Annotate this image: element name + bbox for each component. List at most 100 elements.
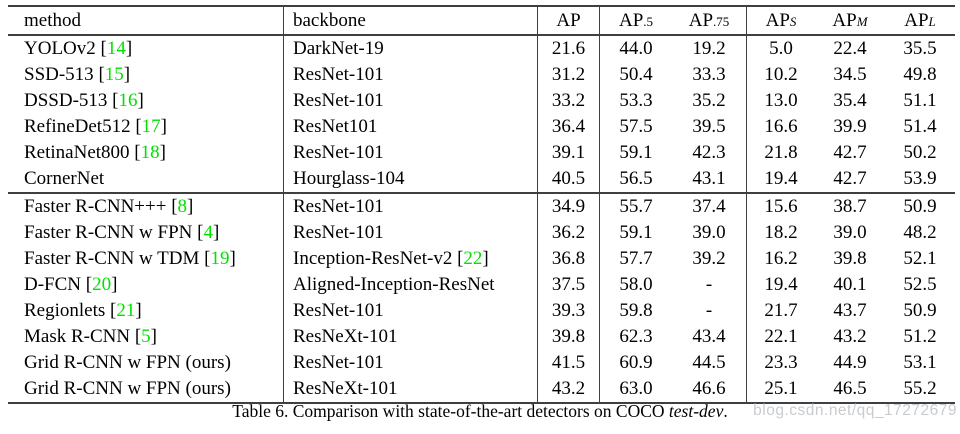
metric-label: AP bbox=[556, 9, 581, 31]
value-cell: 22.4 bbox=[833, 38, 867, 59]
method-cell: Faster R-CNN w TDM [19] bbox=[8, 246, 283, 272]
method-name: RefineDet512 bbox=[24, 116, 131, 137]
header-method-cell: method bbox=[24, 9, 81, 31]
method-name: RetinaNet800 bbox=[24, 142, 130, 163]
value-cell: 50.9 bbox=[903, 300, 937, 321]
backbone-cell: ResNet-101 bbox=[283, 350, 537, 376]
backbone-name: ResNet-101 bbox=[293, 222, 384, 243]
backbone-name: ResNet-101 bbox=[293, 352, 384, 373]
value-cell: 35.2 bbox=[692, 90, 726, 111]
table-row: Faster R-CNN+++ [8] ResNet-101 34.9 55.7 37.… bbox=[8, 194, 955, 220]
results-table: method backbone AP AP .5 AP .75 AP S AP M AP L YOLOv… bbox=[8, 5, 955, 404]
value-cell: 53.9 bbox=[903, 168, 937, 189]
value-cell: 39.0 bbox=[833, 222, 867, 243]
header-metric-cell: AP S bbox=[746, 7, 815, 34]
value-cell: 34.5 bbox=[833, 64, 867, 85]
method-name: DSSD-513 bbox=[24, 90, 108, 111]
value-cell: 33.3 bbox=[692, 64, 726, 85]
backbone-cell: DarkNet-19 bbox=[283, 36, 537, 62]
ref-bracket: [ bbox=[93, 64, 105, 85]
value-cell: 36.2 bbox=[537, 220, 599, 246]
ref-bracket: ] bbox=[123, 64, 131, 85]
backbone-cell: ResNet-101 bbox=[283, 298, 537, 324]
table-row: Regionlets [21] ResNet-101 39.3 59.8 - 21.7 43… bbox=[8, 298, 955, 324]
value-cell: 21.7 bbox=[746, 298, 815, 324]
reference-number: 22 bbox=[463, 248, 483, 269]
reference-number: 17 bbox=[141, 116, 161, 137]
value-cell: 13.0 bbox=[746, 88, 815, 114]
value-cell: 43.1 bbox=[692, 168, 726, 189]
ref-bracket: [ bbox=[166, 196, 178, 217]
value-cell: 53.3 bbox=[599, 88, 672, 114]
ref-bracket: [ bbox=[130, 326, 142, 347]
method-cell: RefineDet512 [17] bbox=[8, 114, 283, 140]
value-cell: 21.6 bbox=[537, 36, 599, 62]
method-cell: YOLOv2 [14] bbox=[8, 36, 283, 62]
method-cell: Regionlets [21] bbox=[8, 298, 283, 324]
backbone-name: Aligned-Inception-ResNet bbox=[293, 274, 495, 295]
header-metric-cell: AP .75 bbox=[688, 9, 730, 31]
value-cell: 41.5 bbox=[537, 350, 599, 376]
value-cell: 37.4 bbox=[692, 196, 726, 217]
value-cell: 36.8 bbox=[537, 246, 599, 272]
value-cell: 42.7 bbox=[833, 168, 867, 189]
method-name: YOLOv2 bbox=[24, 38, 96, 59]
ref-bracket: ] bbox=[160, 116, 167, 137]
backbone-name: ResNet-101 bbox=[293, 300, 384, 321]
header-metric-cell: AP .5 bbox=[599, 7, 672, 34]
value-cell: 35.4 bbox=[833, 90, 867, 111]
ref-bracket: [ bbox=[105, 300, 117, 321]
value-cell: 36.4 bbox=[537, 114, 599, 140]
value-cell: 34.9 bbox=[537, 194, 599, 220]
value-cell: 44.0 bbox=[599, 36, 672, 62]
value-cell: 55.2 bbox=[903, 378, 937, 399]
backbone-cell: ResNeXt-101 bbox=[283, 376, 537, 402]
ref-bracket: ] bbox=[111, 274, 118, 295]
value-cell: 55.7 bbox=[599, 194, 672, 220]
backbone-name: ResNet-101 bbox=[293, 196, 384, 217]
method-name: Faster R-CNN w FPN bbox=[24, 222, 193, 243]
backbone-cell: ResNet-101 bbox=[283, 140, 537, 166]
value-cell: 19.2 bbox=[692, 38, 726, 59]
metric-label: AP bbox=[618, 9, 644, 31]
backbone-name: Inception-ResNet-v2 bbox=[293, 248, 453, 269]
value-cell: 48.2 bbox=[903, 222, 937, 243]
value-cell: 42.3 bbox=[692, 142, 726, 163]
table-row: D-FCN [20] Aligned-Inception-ResNet 37.5 58… bbox=[8, 272, 955, 298]
header-metric-cell: AP L bbox=[904, 9, 936, 31]
reference-number: 19 bbox=[210, 248, 230, 269]
value-cell: 44.5 bbox=[692, 352, 726, 373]
value-cell: 43.2 bbox=[833, 326, 867, 347]
value-cell: 51.4 bbox=[903, 116, 937, 137]
metric-label: AP bbox=[904, 9, 929, 31]
value-cell: 57.5 bbox=[599, 114, 672, 140]
value-cell: 16.2 bbox=[746, 246, 815, 272]
value-cell: 39.9 bbox=[833, 116, 867, 137]
value-cell: 22.1 bbox=[746, 324, 815, 350]
value-cell: 43.4 bbox=[692, 326, 726, 347]
table-caption: Table 6. Comparison with state-of-the-ar… bbox=[0, 401, 960, 422]
value-cell: 23.3 bbox=[746, 350, 815, 376]
value-cell: 43.7 bbox=[833, 300, 867, 321]
backbone-name: DarkNet-19 bbox=[293, 38, 384, 59]
reference-number: 8 bbox=[177, 196, 188, 217]
backbone-name: ResNet-101 bbox=[293, 142, 384, 163]
value-cell: 39.8 bbox=[537, 324, 599, 350]
value-cell: 39.2 bbox=[692, 248, 726, 269]
metric-label: AP bbox=[688, 9, 714, 31]
backbone-cell: ResNeXt-101 bbox=[283, 324, 537, 350]
reference-number: 21 bbox=[116, 300, 136, 321]
header-metric-cell: AP M bbox=[832, 9, 868, 31]
method-cell: RetinaNet800 [18] bbox=[8, 140, 283, 166]
backbone-cell: Hourglass-104 bbox=[283, 166, 537, 192]
method-cell: Faster R-CNN w FPN [4] bbox=[8, 220, 283, 246]
method-cell: D-FCN [20] bbox=[8, 272, 283, 298]
table-row: RefineDet512 [17] ResNet101 36.4 57.5 39.5 16… bbox=[8, 114, 955, 140]
value-cell: 43.2 bbox=[537, 376, 599, 402]
value-cell: 57.7 bbox=[599, 246, 672, 272]
value-cell: 10.2 bbox=[746, 62, 815, 88]
backbone-name: ResNeXt-101 bbox=[293, 326, 398, 347]
table-row: CornerNet Hourglass-104 40.5 56.5 43.1 19.4 42… bbox=[8, 166, 955, 192]
ref-bracket: ] bbox=[212, 222, 220, 243]
value-cell: 39.1 bbox=[537, 140, 599, 166]
